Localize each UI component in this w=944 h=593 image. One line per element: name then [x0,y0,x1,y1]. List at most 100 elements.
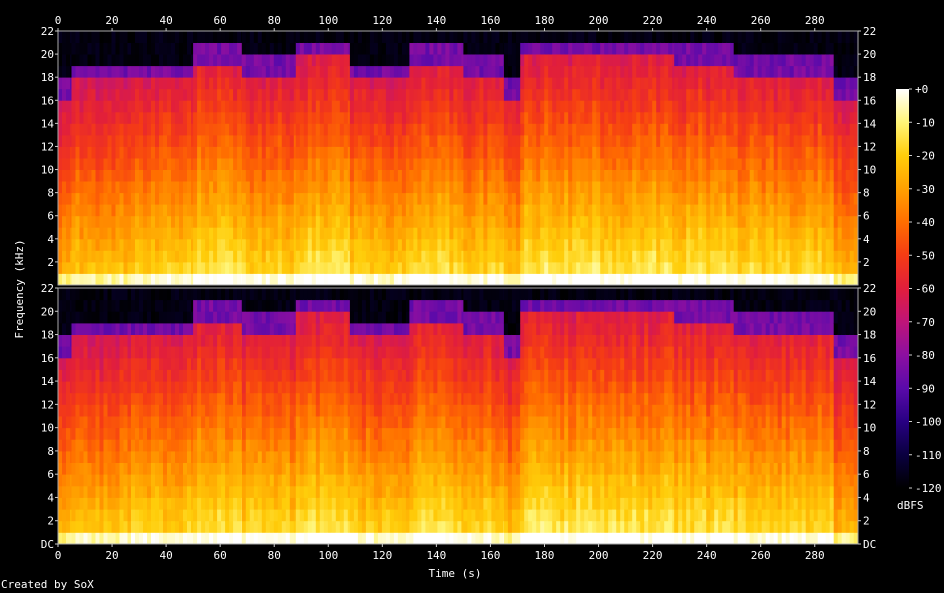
x-tick-label-bottom: 0 [55,549,62,562]
plot-frame-1 [57,30,859,286]
x-tick-label-top: 260 [751,14,771,27]
colorbar-gradient [896,89,909,488]
x-tick-label-bottom: 80 [268,549,281,562]
colorbar-tick-label: +0 [915,83,928,96]
colorbar-tick-label: -10 [915,116,935,129]
y-tick-label-right: 10 [863,422,876,435]
y-tick-label-left: 18 [41,71,54,84]
x-tick-label-bottom: 240 [697,549,717,562]
y-tick-label-left: 6 [47,468,54,481]
y-axis-label: Frequency (kHz) [13,239,26,339]
y-tick-label-left: 8 [47,445,54,458]
y-tick-label-left: 10 [41,164,54,177]
y-tick-label-left: 2 [47,256,54,269]
y-tick-label-right: 14 [863,117,877,130]
y-tick-label-right: 8 [863,187,870,200]
y-tick-label-left: 18 [41,329,54,342]
colorbar-tick-label: -80 [915,349,935,362]
x-tick-label-top: 220 [643,14,663,27]
y-tick-label-right: 22 [863,25,876,38]
y-tick-label-left: 22 [41,25,54,38]
y-tick-label-left: 4 [47,233,54,246]
x-tick-label-top: 20 [105,14,118,27]
x-tick-label-bottom: 280 [805,549,825,562]
colorbar-unit-label: dBFS [897,499,924,512]
colorbar-tick-label: -100 [915,416,942,429]
y-tick-label-right: 22 [863,282,876,295]
y-tick-label-left: 12 [41,398,54,411]
x-tick-label-top: 140 [426,14,446,27]
y-tick-label-right: DC [863,538,876,551]
spectrogram-channel-1 [57,30,859,286]
colorbar-tick-label: -110 [915,449,942,462]
y-tick-label-left: DC [41,538,54,551]
y-tick-label-right: 20 [863,48,876,61]
colorbar-tick-label: -20 [915,150,935,163]
y-tick-label-left: 8 [47,187,54,200]
y-tick-label-right: 12 [863,398,876,411]
x-tick-label-bottom: 180 [535,549,555,562]
x-tick-label-top: 280 [805,14,825,27]
y-tick-label-left: 20 [41,305,54,318]
x-tick-label-bottom: 20 [105,549,118,562]
x-tick-label-bottom: 260 [751,549,771,562]
x-tick-label-bottom: 220 [643,549,663,562]
y-tick-label-left: 10 [41,422,54,435]
x-tick-label-bottom: 100 [318,549,338,562]
y-tick-label-right: 6 [863,210,870,223]
y-tick-label-right: 16 [863,352,876,365]
x-tick-label-bottom: 160 [480,549,500,562]
y-tick-label-right: 18 [863,329,876,342]
colorbar-tick-label: -40 [915,216,935,229]
x-tick-label-top: 200 [589,14,609,27]
y-tick-label-right: 2 [863,515,870,528]
colorbar-tick-label: -70 [915,316,935,329]
y-tick-label-left: 16 [41,352,54,365]
x-tick-label-top: 60 [214,14,227,27]
y-tick-label-left: 22 [41,282,54,295]
x-tick-label-bottom: 200 [589,549,609,562]
y-tick-label-left: 16 [41,94,54,107]
y-tick-label-right: 12 [863,140,876,153]
y-tick-label-left: 4 [47,491,54,504]
y-tick-label-right: 20 [863,305,876,318]
colorbar-tick-label: -90 [915,382,935,395]
x-tick-label-top: 80 [268,14,281,27]
x-tick-label-bottom: 40 [159,549,172,562]
x-tick-label-bottom: 140 [426,549,446,562]
sox-credit: Created by SoX [1,578,94,591]
plot-frame-2 [57,287,859,545]
y-tick-label-right: 4 [863,233,870,246]
y-tick-label-left: 14 [41,375,55,388]
y-tick-label-right: 10 [863,164,876,177]
y-tick-label-left: 14 [41,117,55,130]
y-tick-label-right: 18 [863,71,876,84]
spectrogram-channel-2 [57,287,859,545]
x-tick-label-top: 240 [697,14,717,27]
y-tick-label-right: 14 [863,375,877,388]
x-tick-label-top: 180 [535,14,555,27]
y-tick-label-left: 6 [47,210,54,223]
colorbar-tick-label: -30 [915,183,935,196]
y-tick-label-right: 16 [863,94,876,107]
y-tick-label-left: 20 [41,48,54,61]
y-tick-label-right: 8 [863,445,870,458]
y-tick-label-right: 2 [863,256,870,269]
colorbar-tick-label: -120 [915,482,942,495]
x-tick-label-top: 120 [372,14,392,27]
y-tick-label-left: 2 [47,515,54,528]
x-axis-label: Time (s) [428,567,482,580]
x-tick-label-bottom: 120 [372,549,392,562]
colorbar: +0 -10 -20 -30 -40 -50 -60 -70 -80 -90 -100 -110 -12… [896,83,942,495]
x-tick-label-top: 100 [318,14,338,27]
x-tick-label-top: 40 [159,14,172,27]
y-tick-label-right: 6 [863,468,870,481]
x-tick-label-top: 160 [480,14,500,27]
y-tick-label-right: 4 [863,491,870,504]
x-tick-label-bottom: 60 [214,549,227,562]
y-tick-label-left: 12 [41,140,54,153]
x-tick-label-top: 0 [55,14,62,27]
colorbar-tick-label: -50 [915,249,935,262]
colorbar-tick-label: -60 [915,283,935,296]
